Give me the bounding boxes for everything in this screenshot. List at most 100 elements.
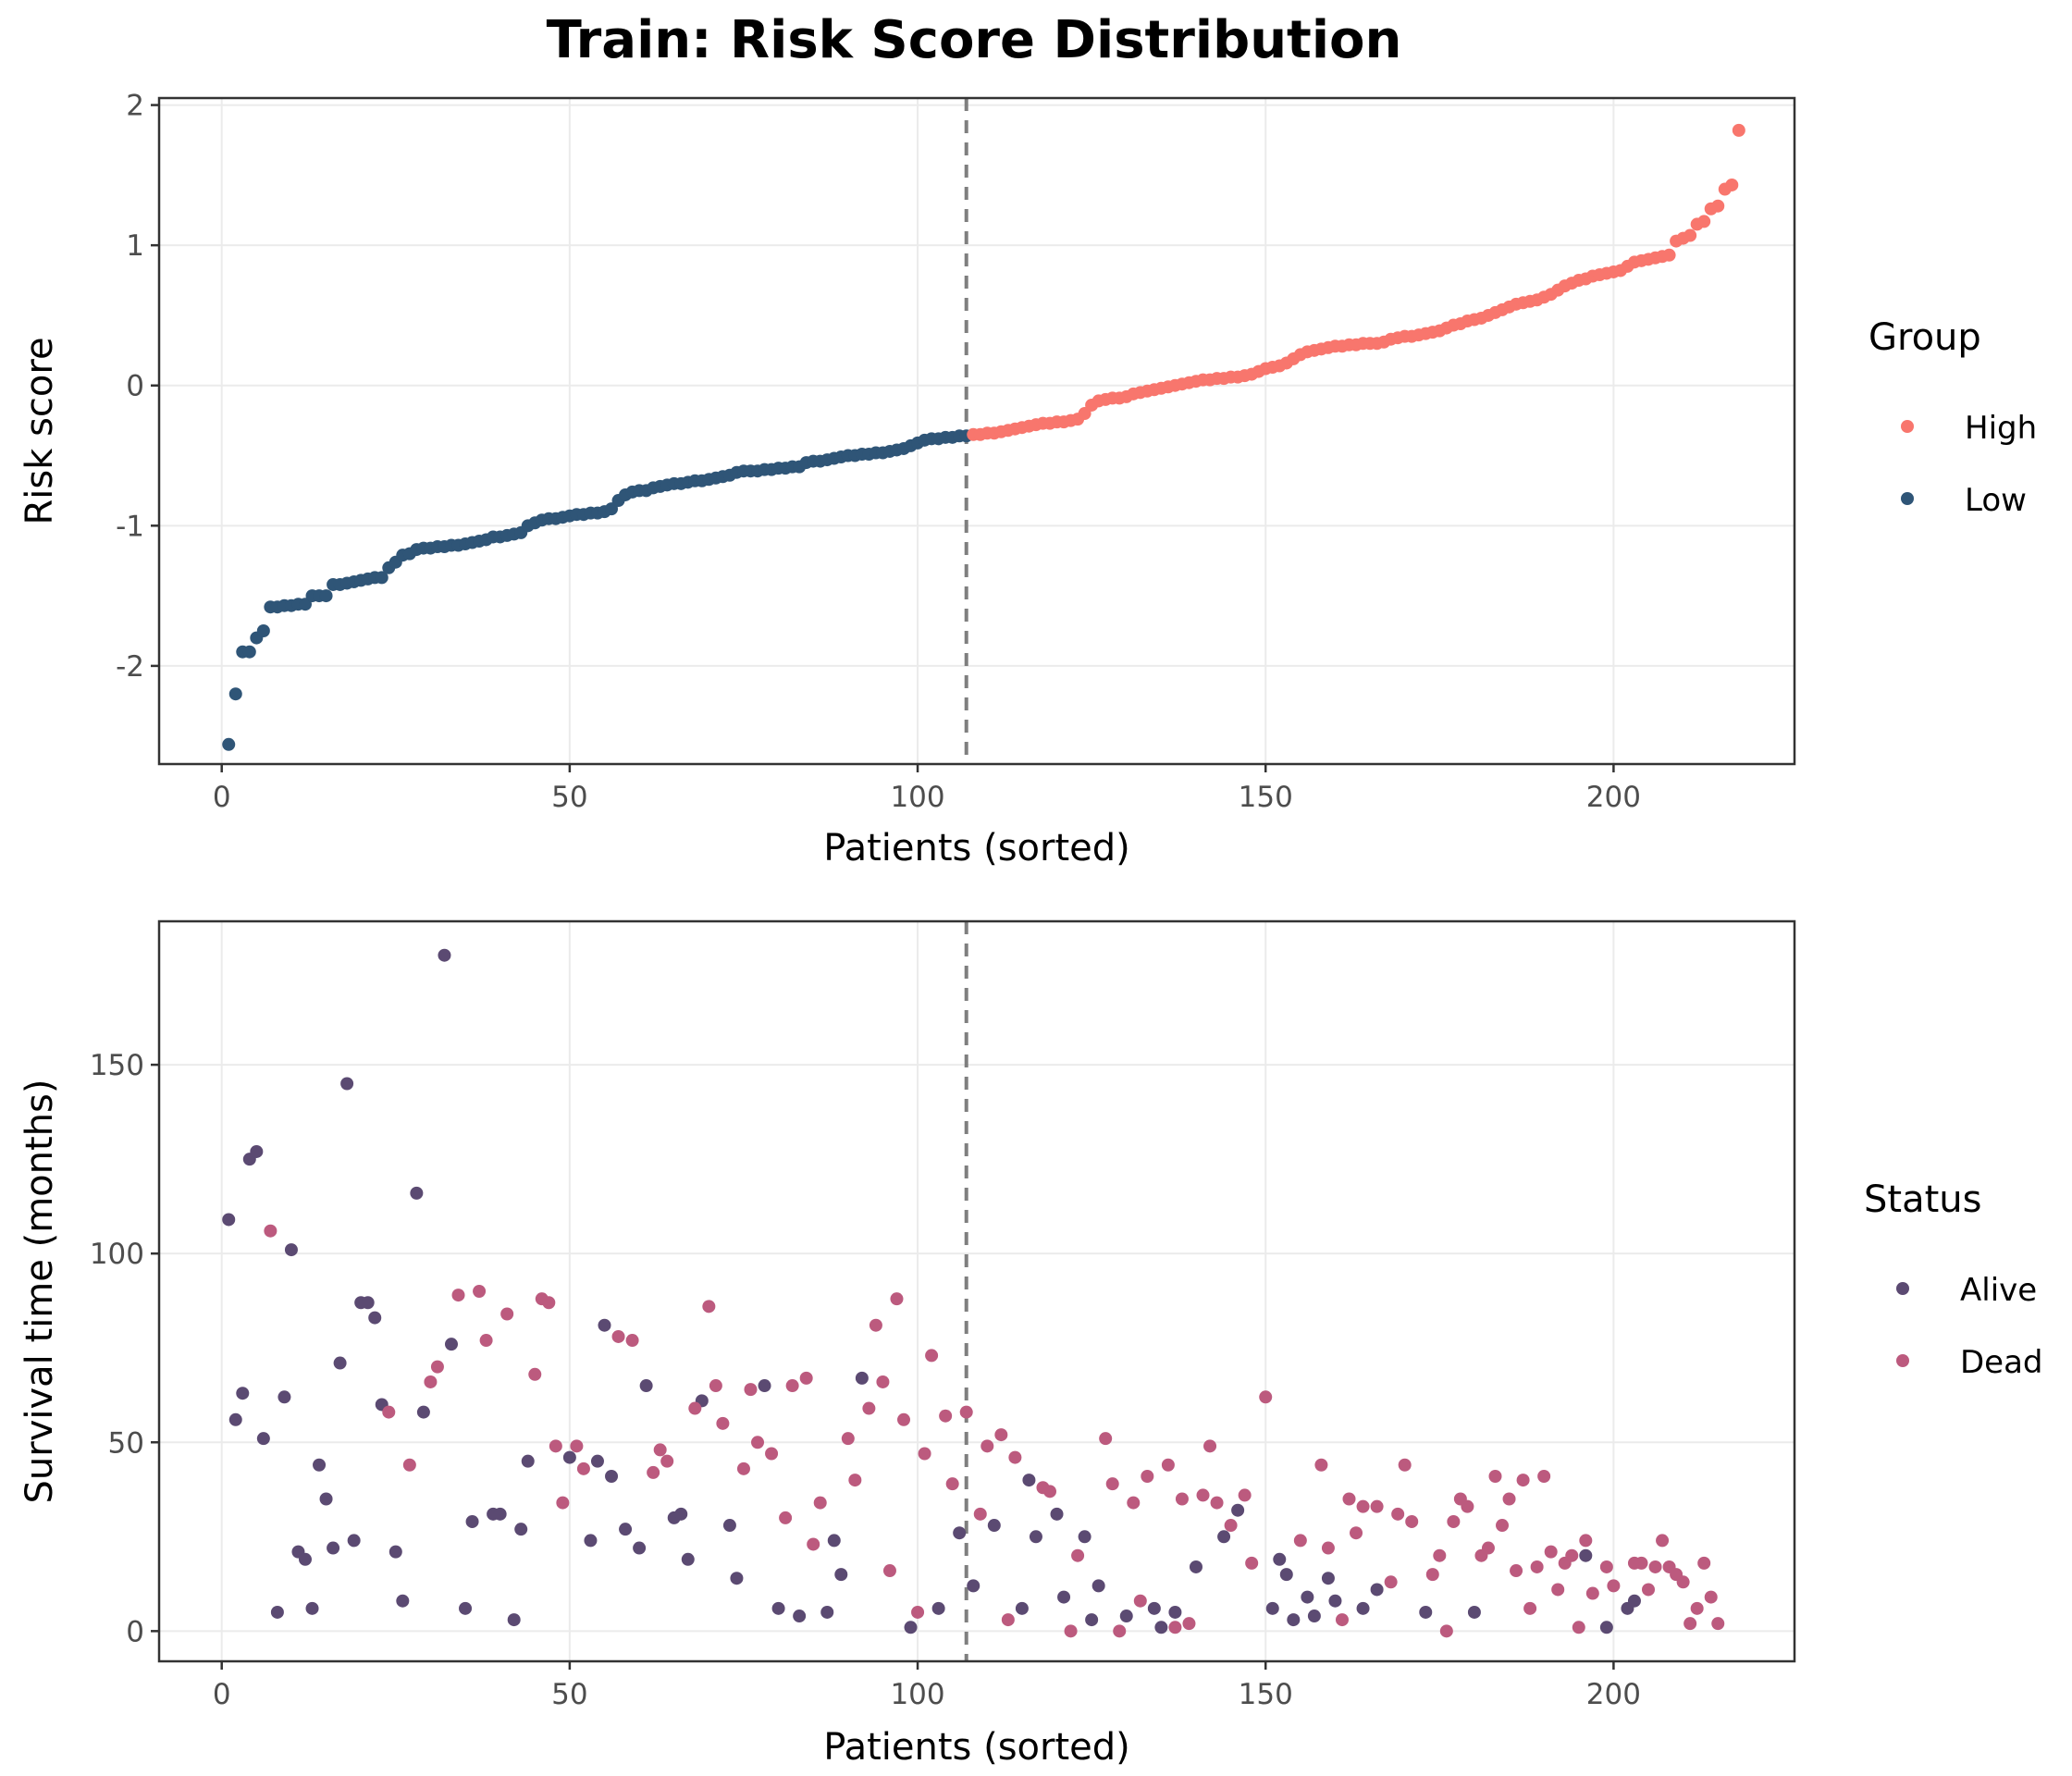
point-alive [278, 1390, 291, 1404]
point-dead [1565, 1548, 1579, 1562]
y-tick-label: 150 [90, 1049, 144, 1082]
point-dead [1196, 1488, 1210, 1502]
point-dead [264, 1224, 278, 1238]
point-dead [785, 1379, 799, 1393]
point-alive [855, 1371, 869, 1385]
point-dead [1224, 1519, 1238, 1533]
x-tick-label: 200 [1586, 1678, 1641, 1711]
point-dead [1607, 1579, 1621, 1593]
point-alive [605, 1470, 619, 1483]
point-alive [327, 1541, 340, 1555]
point-dead [473, 1285, 487, 1298]
point-alive [444, 1338, 458, 1351]
point-dead [1579, 1534, 1593, 1548]
point-alive [416, 1405, 430, 1419]
y-tick-label: 2 [126, 90, 144, 123]
point-dead [1461, 1499, 1474, 1513]
point-dead [625, 1334, 639, 1348]
point-alive [633, 1541, 647, 1555]
y-tick-label: 50 [108, 1426, 144, 1460]
point-dead [1133, 1594, 1147, 1608]
x-tick-label: 0 [213, 1678, 231, 1711]
y-tick-label: 1 [126, 229, 144, 263]
point-dead [402, 1458, 416, 1472]
point-low [222, 737, 236, 751]
legend-low-label: Low [1965, 482, 2027, 519]
point-alive [1029, 1530, 1042, 1544]
point-alive [619, 1523, 633, 1536]
point-alive [396, 1594, 410, 1608]
point-alive [1022, 1474, 1036, 1487]
point-high [1725, 178, 1739, 191]
point-dead [980, 1439, 994, 1453]
point-dead [736, 1462, 750, 1475]
point-alive [340, 1077, 354, 1091]
point-dead [1064, 1624, 1078, 1638]
point-alive [793, 1610, 807, 1623]
point-alive [459, 1601, 473, 1615]
point-dead [751, 1436, 765, 1449]
x-tick-label: 150 [1239, 781, 1293, 814]
point-dead [1488, 1470, 1502, 1483]
point-dead [1676, 1575, 1690, 1589]
point-dead [1425, 1568, 1439, 1582]
survival-gridlines [159, 921, 1794, 1661]
y-tick-label: 0 [126, 370, 144, 403]
point-alive [521, 1454, 535, 1468]
point-dead [688, 1401, 702, 1415]
point-alive [1119, 1610, 1133, 1623]
point-alive [1057, 1590, 1071, 1604]
point-dead [1398, 1458, 1412, 1472]
point-dead [424, 1375, 438, 1388]
point-dead [1711, 1617, 1725, 1631]
point-alive [1085, 1613, 1099, 1627]
point-alive [1078, 1530, 1092, 1544]
point-dead [1642, 1583, 1656, 1597]
point-alive [1168, 1605, 1182, 1619]
x-tick-label: 100 [890, 1678, 944, 1711]
y-tick-label: 100 [90, 1238, 144, 1271]
point-alive [222, 1213, 236, 1227]
point-alive [514, 1523, 528, 1536]
point-dead [945, 1477, 959, 1491]
point-alive [1217, 1530, 1231, 1544]
point-dead [1496, 1519, 1510, 1533]
point-dead [542, 1296, 556, 1310]
point-dead [862, 1401, 876, 1415]
point-alive [388, 1545, 402, 1559]
point-dead [430, 1360, 444, 1374]
point-dead [1335, 1613, 1349, 1627]
point-alive [1419, 1605, 1433, 1619]
legend-high-swatch [1901, 420, 1914, 433]
point-dead [744, 1383, 758, 1397]
point-dead [647, 1465, 660, 1479]
point-high [1711, 199, 1725, 213]
point-dead [813, 1496, 827, 1510]
point-dead [1634, 1556, 1648, 1570]
point-alive [1301, 1590, 1314, 1604]
point-dead [1182, 1617, 1196, 1631]
point-alive [1147, 1601, 1161, 1615]
point-dead [1510, 1564, 1523, 1578]
point-dead [1516, 1474, 1530, 1487]
point-dead [1433, 1548, 1447, 1562]
point-alive [368, 1311, 382, 1325]
group-legend: Group High Low [1868, 316, 2037, 519]
point-alive [284, 1243, 298, 1257]
point-alive [250, 1144, 264, 1158]
point-dead [1572, 1621, 1585, 1634]
point-dead [765, 1447, 779, 1461]
point-dead [570, 1439, 584, 1453]
point-dead [1342, 1492, 1356, 1506]
point-dead [1697, 1556, 1711, 1570]
point-dead [702, 1300, 716, 1314]
point-dead [549, 1439, 562, 1453]
survival-points [222, 948, 1725, 1638]
point-alive [465, 1514, 479, 1528]
point-dead [1384, 1575, 1398, 1589]
point-dead [528, 1367, 542, 1381]
point-alive [1328, 1594, 1342, 1608]
point-dead [382, 1405, 396, 1419]
